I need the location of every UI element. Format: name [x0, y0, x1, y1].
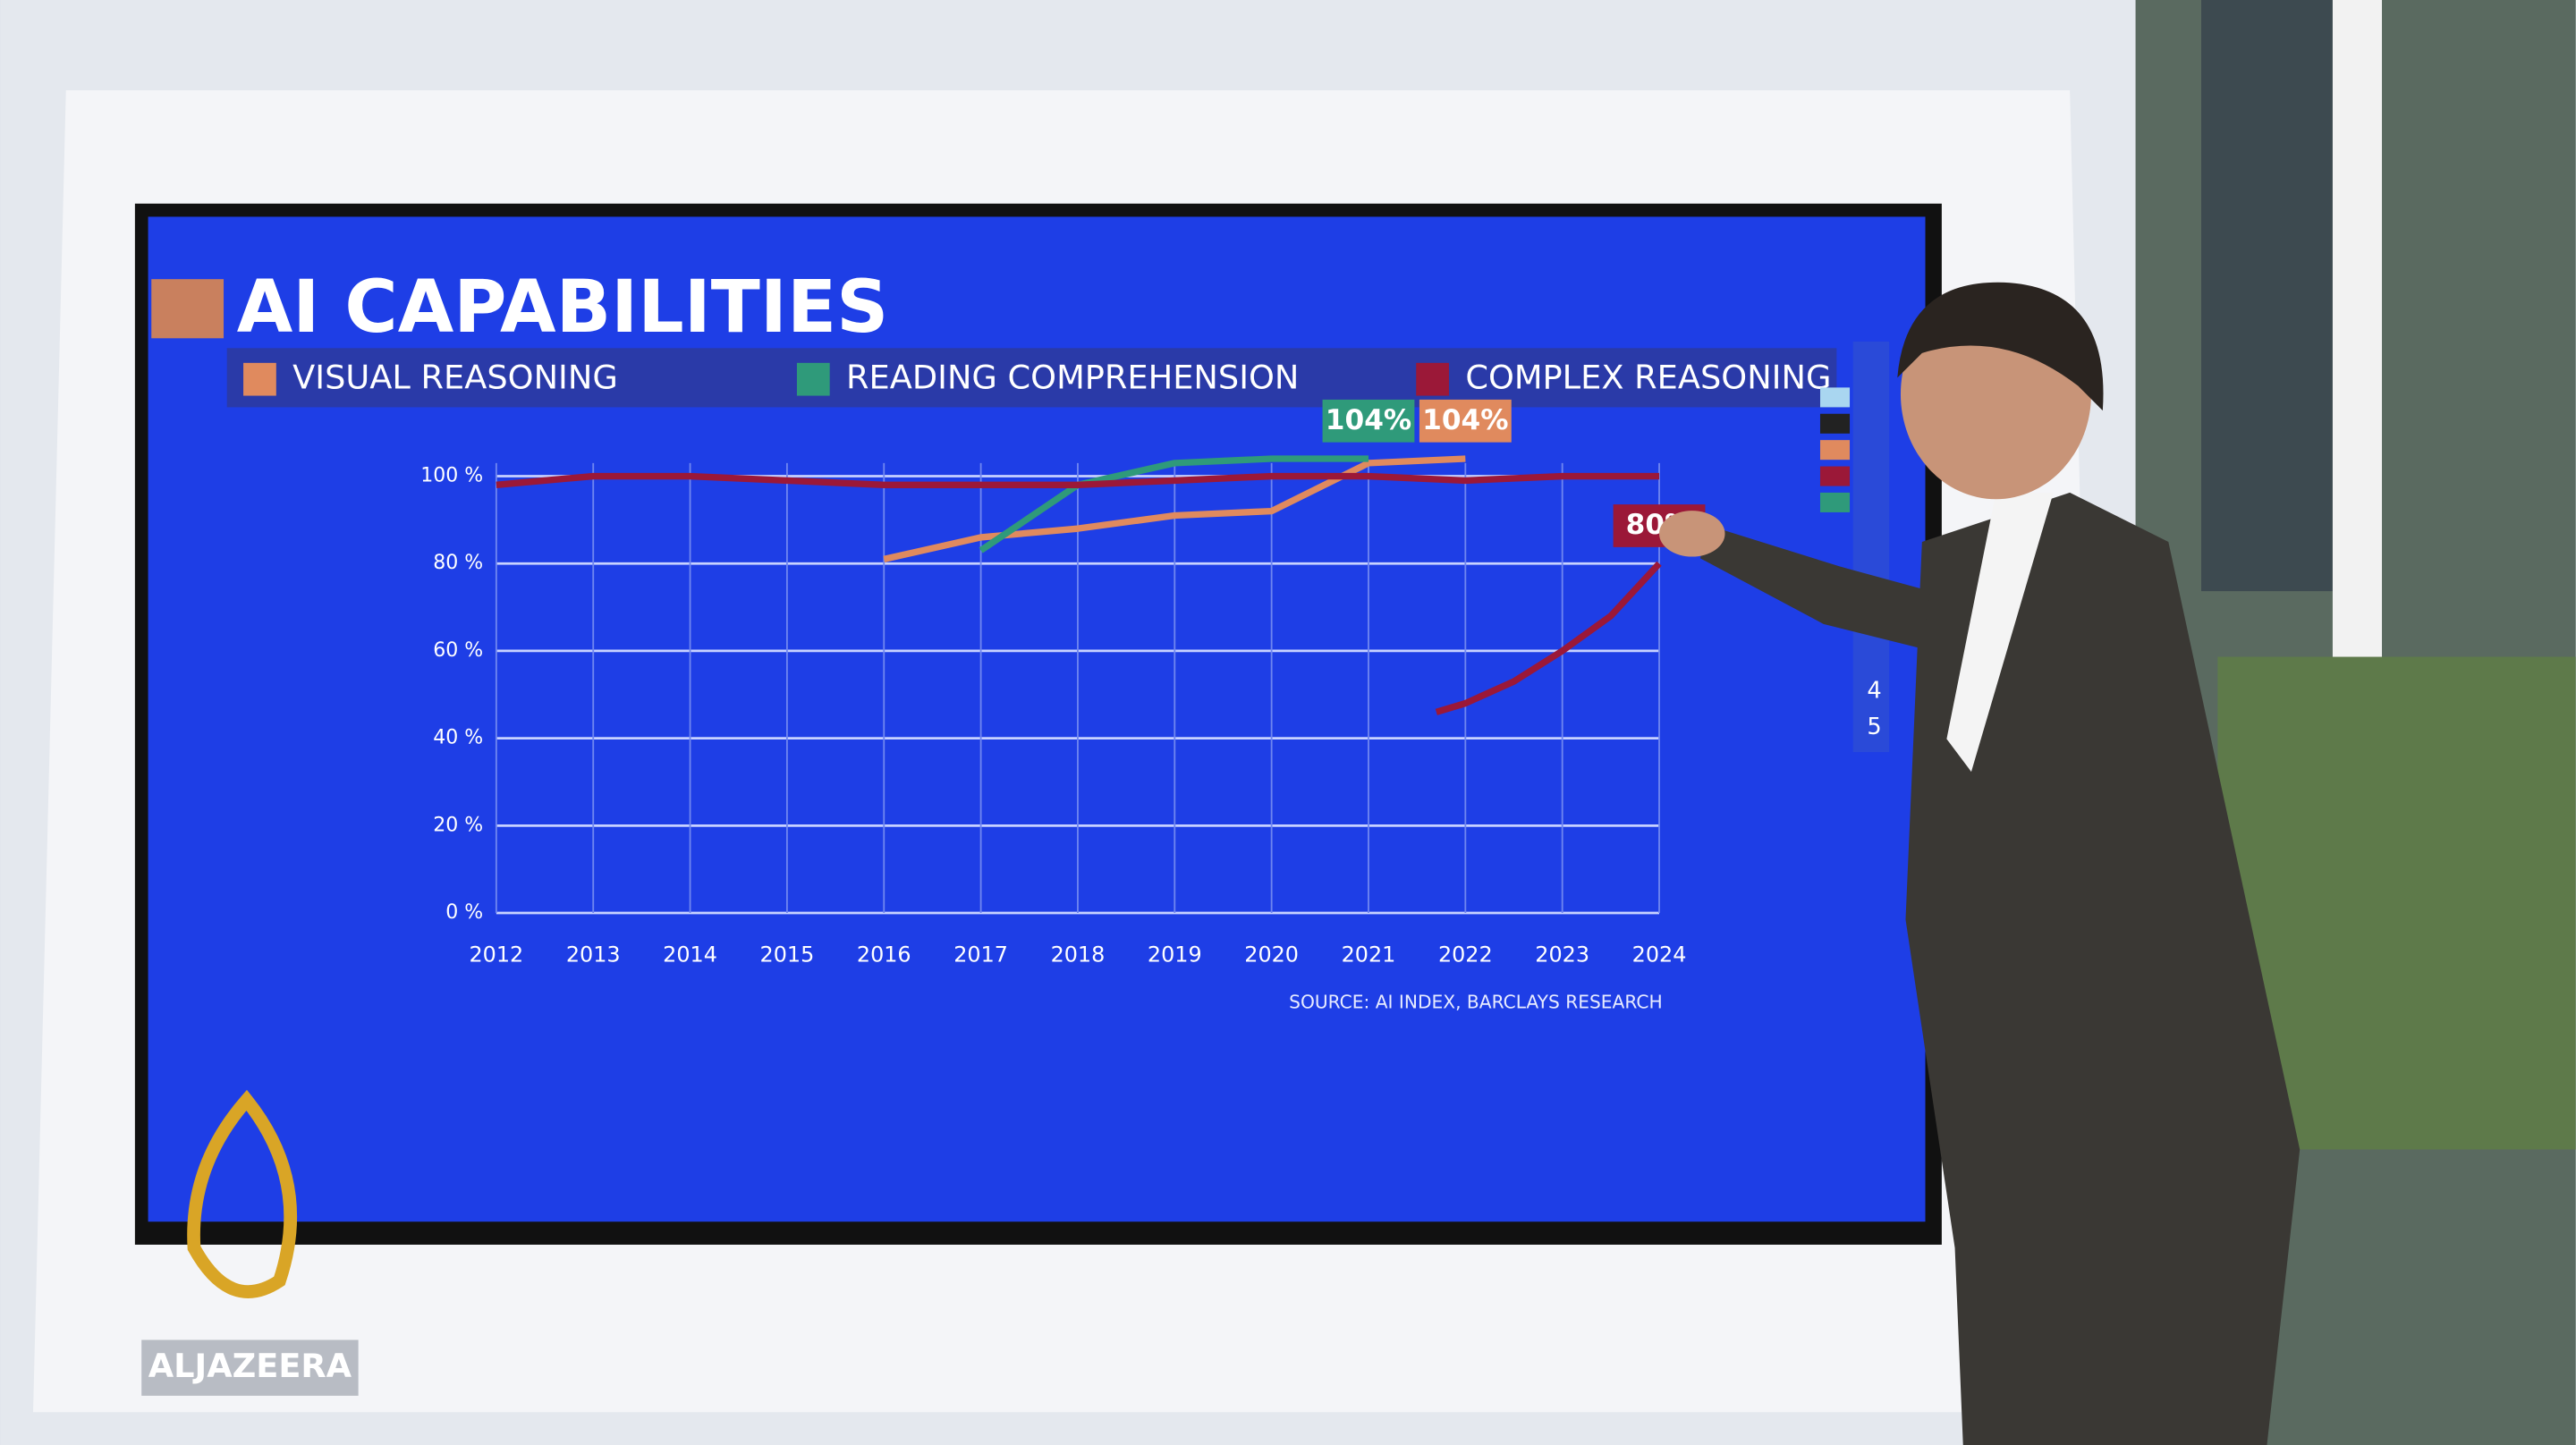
- shirt: [1946, 492, 2054, 773]
- legend-label: VISUAL REASONING: [292, 359, 618, 397]
- y-tick-label: 40 %: [433, 727, 483, 749]
- suit: [1905, 492, 2301, 1445]
- legend-swatch: [1416, 362, 1449, 396]
- legend-label: COMPLEX REASONING: [1465, 359, 1831, 397]
- toolbar-panel: [1852, 341, 1890, 753]
- arm: [1699, 525, 1931, 649]
- logo-plate: [141, 1339, 359, 1396]
- swatch[interactable]: [1819, 492, 1851, 512]
- pillar: [2332, 0, 2383, 690]
- value-label-box: [1322, 399, 1415, 443]
- x-tick-label: 2013: [566, 942, 621, 967]
- legend-swatch: [243, 362, 276, 396]
- x-tick-label: 2020: [1244, 942, 1299, 967]
- toolbar: 4 5: [1819, 341, 1890, 753]
- title-marker: [151, 279, 225, 339]
- hand: [1659, 511, 1725, 557]
- series-line: [1435, 561, 1662, 715]
- series-line: [979, 455, 1368, 553]
- presenter: [1659, 282, 2301, 1445]
- y-tick-label: 80 %: [433, 552, 483, 574]
- x-tick-label: 2014: [663, 942, 717, 967]
- swatch[interactable]: [1819, 413, 1851, 434]
- channel-logo: ALJAZEERA: [148, 1347, 352, 1385]
- swatch[interactable]: [1819, 466, 1851, 486]
- toolbar-number[interactable]: 5: [1867, 714, 1881, 740]
- source-note: SOURCE: AI INDEX, BARCLAYS RESEARCH: [1289, 992, 1663, 1013]
- chart-title: AI CAPABILITIES: [237, 266, 889, 350]
- value-label: 104%: [1326, 404, 1411, 436]
- x-tick-label: 2016: [857, 942, 911, 967]
- x-tick-label: 2023: [1535, 942, 1589, 967]
- value-label-box: [1419, 399, 1512, 443]
- value-label: 104%: [1422, 404, 1508, 436]
- hair: [1897, 282, 2104, 411]
- y-tick-label: 100 %: [420, 465, 483, 487]
- y-tick-label: 0 %: [445, 901, 483, 924]
- series-line: [496, 472, 1660, 488]
- legend-label: READING COMPREHENSION: [846, 359, 1299, 397]
- swatch[interactable]: [1819, 440, 1851, 461]
- series-line: [883, 455, 1466, 562]
- y-tick-label: 20 %: [433, 814, 483, 836]
- x-tick-label: 2012: [470, 942, 524, 967]
- x-tick-label: 2021: [1342, 942, 1396, 967]
- building: [2201, 0, 2333, 592]
- x-tick-label: 2024: [1632, 942, 1687, 967]
- y-tick-label: 60 %: [433, 639, 483, 662]
- x-tick-label: 2019: [1148, 942, 1202, 967]
- x-tick-label: 2018: [1051, 942, 1106, 967]
- x-tick-label: 2022: [1438, 942, 1493, 967]
- legend-bar: [226, 348, 1837, 408]
- x-tick-label: 2015: [760, 942, 815, 967]
- swatch[interactable]: [1819, 387, 1851, 408]
- legend-swatch: [796, 362, 830, 396]
- x-tick-label: 2017: [953, 942, 1008, 967]
- toolbar-number[interactable]: 4: [1867, 678, 1881, 705]
- logo-emblem: [187, 1089, 298, 1298]
